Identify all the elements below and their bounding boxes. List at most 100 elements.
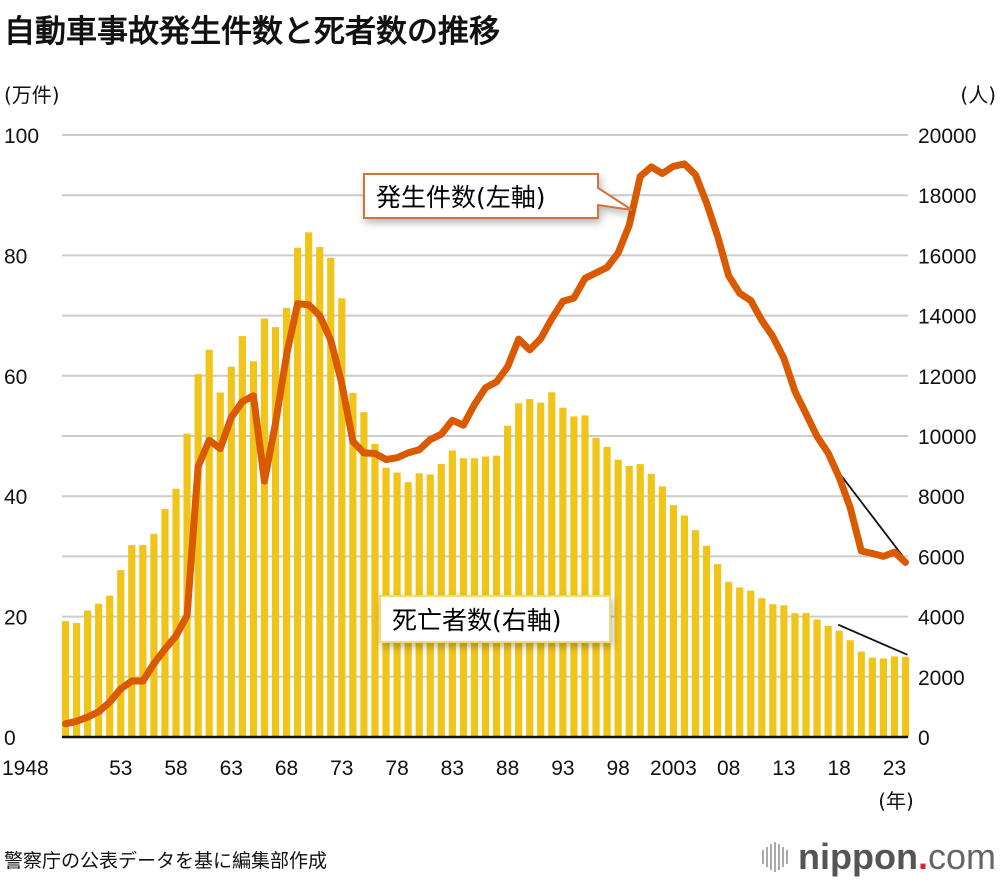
bar-1952 <box>106 596 113 737</box>
bar-2006 <box>703 546 710 737</box>
right-tick-label: 2000 <box>918 667 965 690</box>
bar-2016 <box>813 619 820 737</box>
bar-1955 <box>139 545 146 737</box>
bar-1964 <box>239 336 246 737</box>
bar-2007 <box>714 564 721 737</box>
bar-1958 <box>172 489 179 737</box>
bar-1954 <box>128 545 135 737</box>
bar-1989 <box>515 403 522 737</box>
x-tick-label: 88 <box>496 757 519 780</box>
bar-2000 <box>637 464 644 737</box>
x-tick-label: 53 <box>109 757 132 780</box>
left-tick-label: 0 <box>4 727 16 750</box>
bar-1960 <box>195 374 202 737</box>
chart: 0 20 40 60 80 100 0 2000 4000 6000 8000 10000 12000… <box>0 0 1000 830</box>
x-axis-ticks: 1948 53 58 63 68 73 78 83 88 93 98 2003 08 13 18 23 <box>2 757 906 780</box>
right-tick-label: 6000 <box>918 546 965 569</box>
bar-2012 <box>769 604 776 737</box>
bar-2020 <box>858 652 865 737</box>
x-tick-label: 08 <box>717 757 740 780</box>
x-tick-label: 68 <box>275 757 298 780</box>
bar-1976 <box>371 444 378 737</box>
bar-1948 <box>62 621 69 737</box>
right-tick-label: 4000 <box>918 607 965 630</box>
left-axis-unit: (万件) <box>4 83 60 107</box>
x-tick-label: 58 <box>164 757 187 780</box>
bar-series-deaths <box>62 232 909 737</box>
logo-mark-icon <box>762 842 788 872</box>
x-tick-label: 23 <box>883 757 906 780</box>
right-axis-unit: (人) <box>960 83 996 107</box>
bar-1983 <box>449 450 456 737</box>
bar-2017 <box>825 626 832 737</box>
left-tick-label: 60 <box>4 366 27 389</box>
x-tick-label: 98 <box>606 757 629 780</box>
logo-dot: . <box>918 836 928 878</box>
x-tick-label: 18 <box>828 757 851 780</box>
bar-2004 <box>681 516 688 737</box>
bar-1988 <box>504 426 511 737</box>
x-tick-label: 2003 <box>650 757 697 780</box>
bar-1993 <box>559 408 566 737</box>
bar-2014 <box>791 613 798 737</box>
bar-2003 <box>670 505 677 737</box>
bar-2009 <box>736 587 743 737</box>
bar-1996 <box>592 438 599 737</box>
x-tick-label: 13 <box>772 757 795 780</box>
right-tick-label: 20000 <box>918 125 976 148</box>
callout-accidents: 発生件数(左軸) <box>364 174 632 218</box>
x-tick-label: 83 <box>441 757 464 780</box>
right-tick-label: 18000 <box>918 185 976 208</box>
bar-1951 <box>95 604 102 737</box>
bar-2011 <box>758 598 765 737</box>
bar-1995 <box>581 415 588 737</box>
bar-1975 <box>360 412 367 737</box>
bar-2022 <box>880 658 887 737</box>
x-tick-label: 63 <box>220 757 243 780</box>
bar-2019 <box>847 640 854 737</box>
x-tick-label: 78 <box>385 757 408 780</box>
bar-1991 <box>537 403 544 737</box>
x-tick-label: 73 <box>330 757 353 780</box>
bar-2024 <box>902 657 909 737</box>
x-axis-unit: (年) <box>878 789 914 813</box>
left-tick-label: 100 <box>4 125 39 148</box>
callout-deaths-label: 死亡者数(右軸) <box>392 606 562 635</box>
bar-2013 <box>780 605 787 737</box>
right-tick-label: 0 <box>918 727 930 750</box>
x-tick-label: 93 <box>551 757 574 780</box>
bar-1990 <box>526 399 533 737</box>
source-note: 警察庁の公表データを基に編集部作成 <box>4 846 327 873</box>
left-tick-label: 40 <box>4 486 27 509</box>
right-tick-label: 14000 <box>918 306 976 329</box>
bar-1997 <box>603 447 610 737</box>
right-tick-label: 10000 <box>918 426 976 449</box>
bar-1994 <box>570 416 577 737</box>
bar-2021 <box>869 658 876 737</box>
bar-1992 <box>548 392 555 737</box>
x-tick-label: 1948 <box>2 757 49 780</box>
bar-2005 <box>692 530 699 737</box>
callout-deaths: 死亡者数(右軸) <box>380 596 610 642</box>
bar-1956 <box>150 534 157 737</box>
bar-2010 <box>747 591 754 737</box>
bar-2008 <box>725 582 732 737</box>
bar-2023 <box>891 656 898 737</box>
left-tick-label: 20 <box>4 607 27 630</box>
right-axis-ticks: 0 2000 4000 6000 8000 10000 12000 14000 16000 180… <box>918 125 976 750</box>
bar-1953 <box>117 570 124 737</box>
bar-1966 <box>261 318 268 737</box>
bar-1999 <box>626 466 633 737</box>
left-tick-label: 80 <box>4 245 27 268</box>
right-tick-label: 8000 <box>918 486 965 509</box>
bar-1957 <box>161 509 168 737</box>
callout-accidents-label: 発生件数(左軸) <box>376 183 546 212</box>
right-tick-label: 16000 <box>918 245 976 268</box>
bar-2018 <box>836 631 843 737</box>
left-axis-ticks: 0 20 40 60 80 100 <box>4 125 39 750</box>
bar-2001 <box>648 474 655 737</box>
bar-1961 <box>206 350 213 737</box>
bar-1998 <box>615 460 622 737</box>
bar-2002 <box>659 486 666 737</box>
logo-tld: com <box>928 836 996 878</box>
